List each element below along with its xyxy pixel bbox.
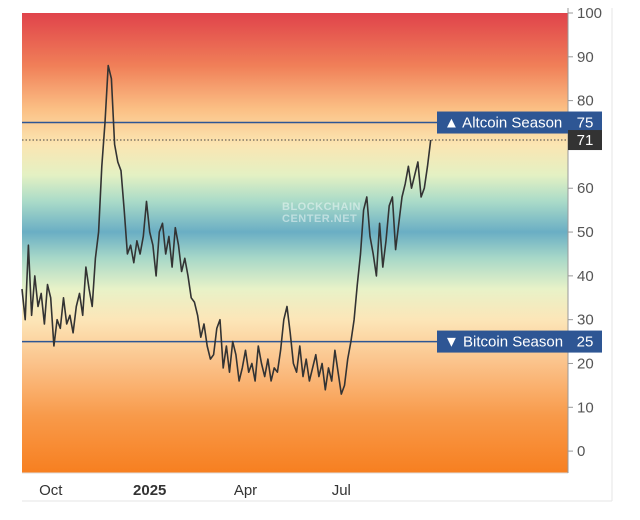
y-tick-label-10: 10 (577, 399, 594, 416)
current-value-label: 71 (577, 132, 594, 149)
season-badge-label: ▼ Bitcoin Season (444, 334, 563, 351)
series-group (21, 64, 432, 395)
series-line-0 (21, 64, 432, 395)
x-tick-label-oct: Oct (39, 482, 63, 499)
x-tick-label-2025: 2025 (133, 482, 166, 499)
season-badge-75: ▲ Altcoin Season 75 (437, 111, 602, 134)
season-badge-bg (437, 111, 602, 134)
y-tick-label-90: 90 (577, 49, 594, 66)
x-tick-label-apr: Apr (234, 482, 257, 499)
season-badge-label: ▲ Altcoin Season (444, 115, 562, 132)
x-tick-label-jul: Jul (332, 482, 351, 499)
plot-background (22, 13, 568, 473)
watermark-line-2: CENTER.NET (282, 213, 357, 225)
y-tick-label-80: 80 (577, 93, 594, 110)
watermark: BLOCKCHAIN CENTER.NET (282, 201, 361, 225)
x-axis-ticks: Oct 2025 Apr Jul (39, 482, 351, 499)
y-tick-label-100: 100 (577, 5, 602, 22)
y-tick-label-40: 40 (577, 268, 594, 285)
current-value-badge-bg (568, 130, 602, 151)
y-tick-label-30: 30 (577, 312, 594, 329)
current-value-badge: 71 (568, 130, 602, 151)
season-badge-value: 25 (577, 334, 594, 351)
watermark-line-1: BLOCKCHAIN (282, 201, 361, 213)
badges: ▲ Altcoin Season 75 ▼ Bitcoin Season 25 71 (437, 111, 602, 353)
season-badge-bg (437, 330, 602, 353)
y-tick-label-0: 0 (577, 443, 585, 460)
season-badge-value: 75 (577, 115, 594, 132)
y-tick-label-50: 50 (577, 224, 594, 241)
y-axis-ticks: 0102030405060708090100 (568, 5, 602, 460)
season-badge-25: ▼ Bitcoin Season 25 (437, 330, 602, 353)
y-tick-label-20: 20 (577, 355, 594, 372)
y-tick-label-60: 60 (577, 180, 594, 197)
